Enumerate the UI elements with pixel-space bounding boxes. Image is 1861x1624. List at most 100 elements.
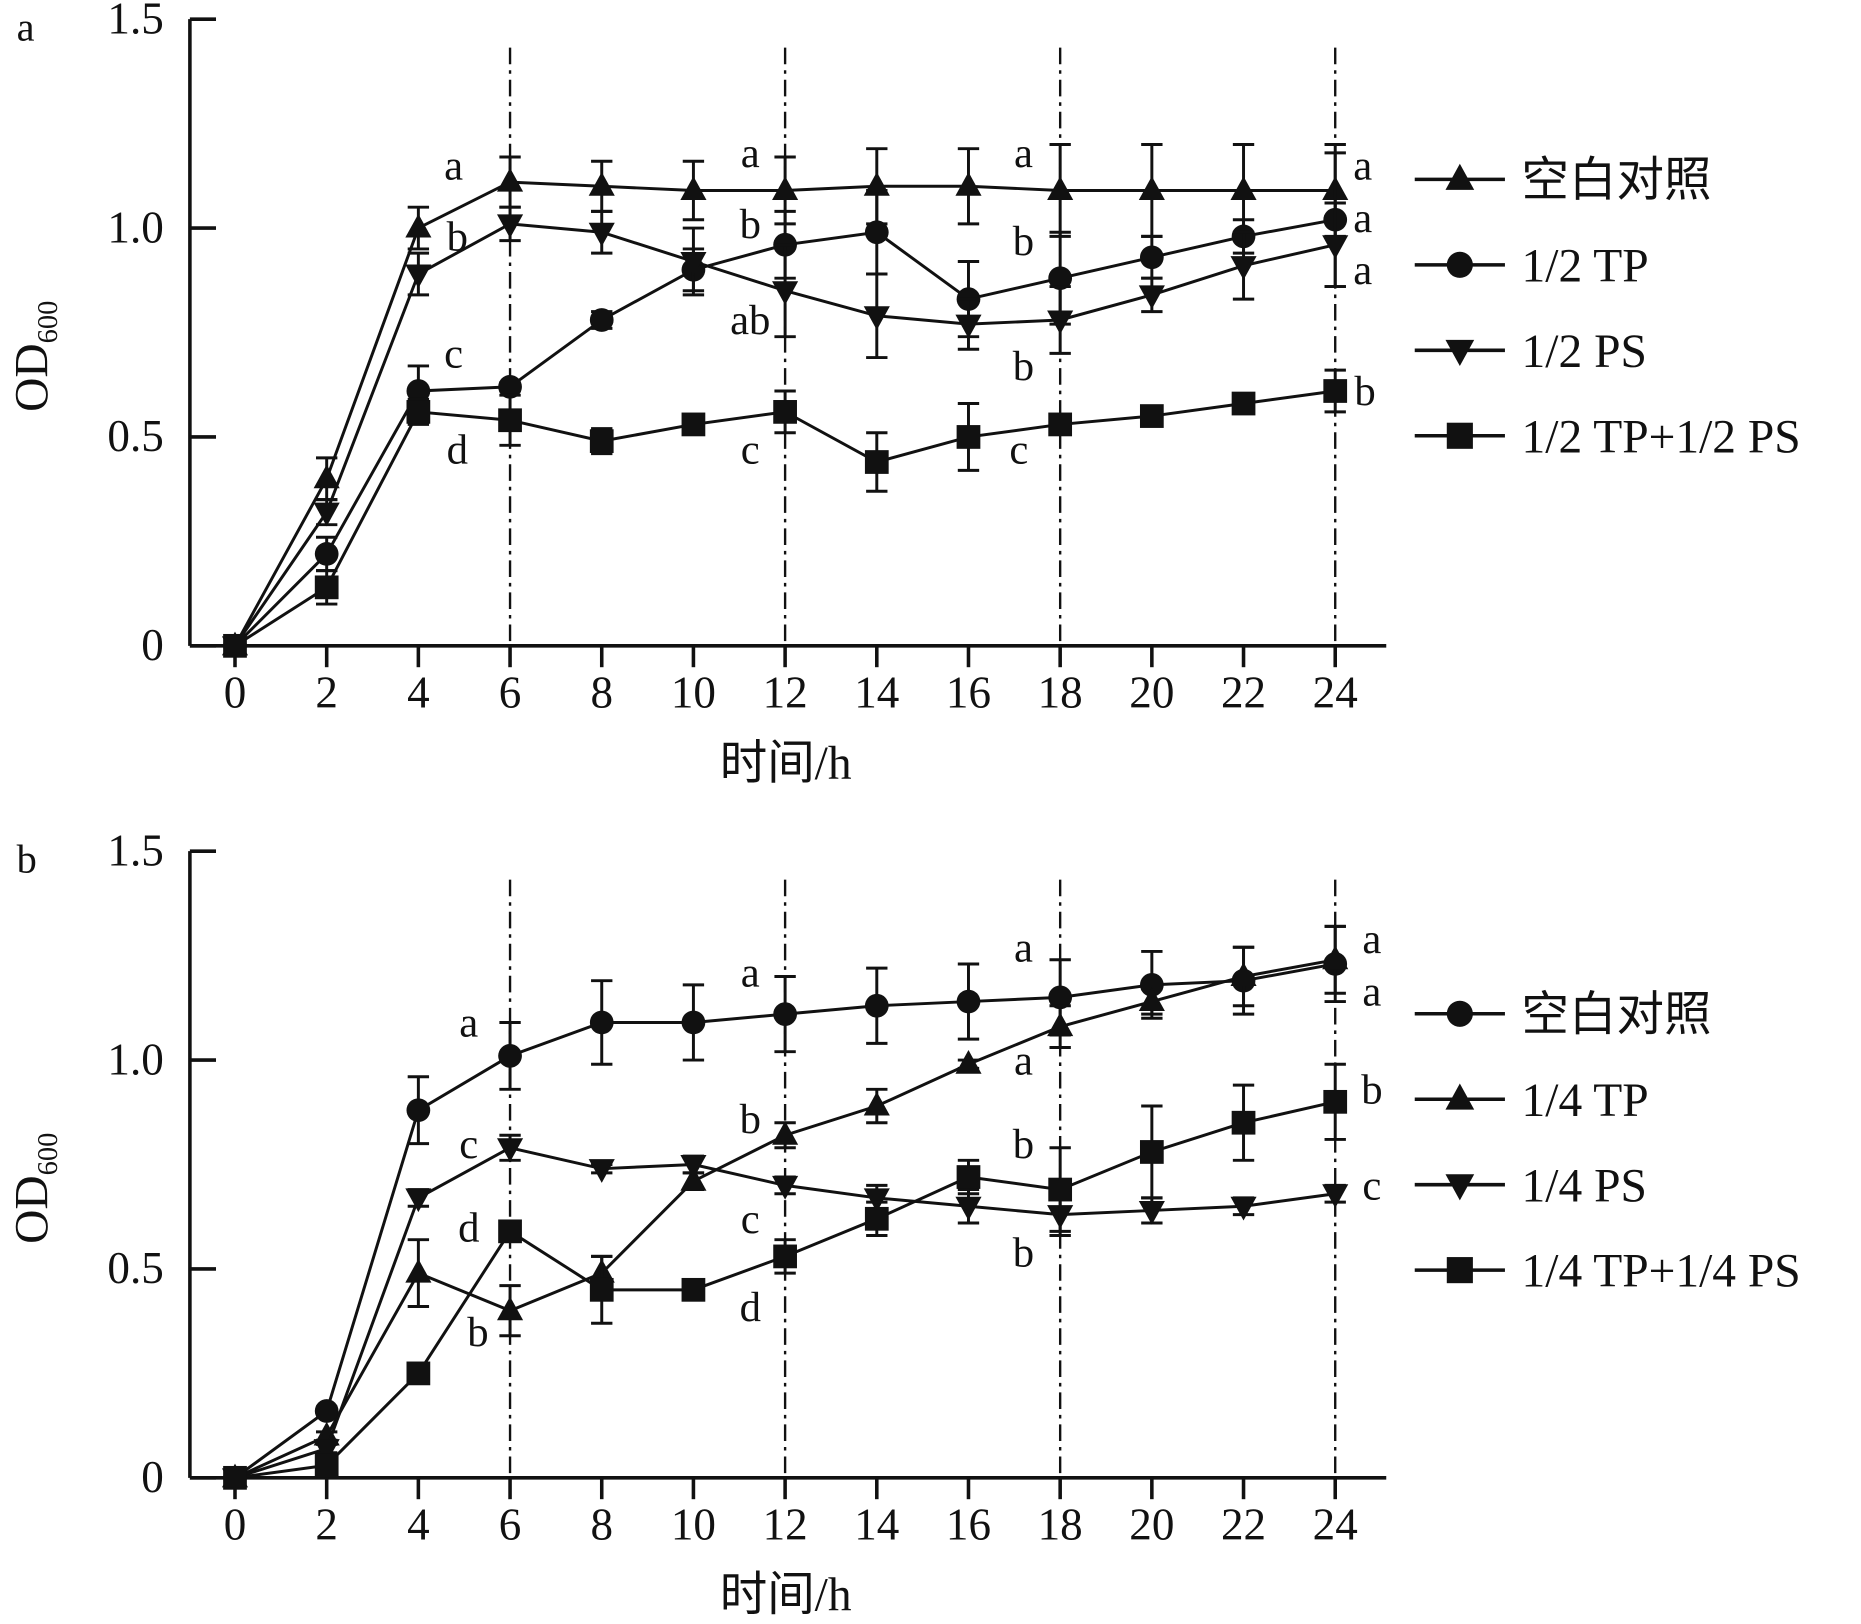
x-tick-label: 20 (1129, 668, 1174, 718)
y-axis-label-subscript: 600 (33, 1133, 64, 1176)
significance-letter: ab (730, 297, 770, 344)
legend-marker-triangle-up-icon (1445, 1083, 1475, 1110)
significance-letter: a (1353, 247, 1372, 294)
x-tick-label: 2 (315, 668, 338, 718)
y-tick-label: 0 (141, 620, 164, 670)
legend-entry: 1/2 TP (1414, 240, 1649, 292)
data-point (864, 1206, 889, 1231)
data-point (772, 1175, 799, 1200)
x-tick-label: 2 (315, 1500, 338, 1550)
significance-letter: a (1362, 916, 1381, 963)
chart-panel-b: b00.51.01.50 2 4 6 8 10 12 14 16 18 20 22 24时间/hOD60… (6, 825, 1800, 1621)
data-point (314, 542, 339, 566)
data-point (498, 1044, 522, 1068)
y-tick-label: 1.5 (107, 825, 163, 875)
data-point (1231, 1110, 1256, 1135)
y-tick-label: 1.0 (107, 202, 163, 252)
data-point (496, 167, 524, 192)
x-tick-label: 0 (224, 1500, 247, 1550)
significance-letter: b (1013, 343, 1034, 390)
data-point (588, 1159, 615, 1183)
legend-marker-circle-icon (1446, 1000, 1473, 1027)
y-axis-label-main: OD (6, 1175, 58, 1244)
legend-label: 1/4 TP (1522, 1075, 1649, 1127)
significance-letter: a (1014, 130, 1033, 177)
data-point (313, 464, 340, 489)
data-point (1139, 404, 1164, 428)
data-point (1138, 987, 1165, 1012)
significance-letter: a (1353, 195, 1372, 242)
data-point (405, 1258, 432, 1283)
data-point (498, 374, 522, 399)
significance-letter: d (740, 1284, 761, 1331)
y-axis-label-main: OD (6, 343, 58, 412)
data-point (1230, 962, 1257, 986)
chart-panel-a: a00.51.01.50 2 4 6 8 10 12 14 16 18 20 22 24时间/hOD60… (6, 0, 1800, 790)
x-tick-label: 14 (854, 668, 899, 718)
significance-letter: a (1014, 1037, 1033, 1084)
x-tick-label: 10 (671, 668, 716, 718)
data-point (1139, 972, 1164, 997)
data-point (1048, 266, 1073, 291)
data-point (772, 281, 799, 305)
legend-label: 空白对照 (1522, 155, 1712, 207)
data-point (1048, 985, 1073, 1010)
data-point (406, 400, 431, 424)
significance-letter: a (459, 1000, 478, 1047)
data-point (406, 379, 431, 403)
x-axis-label: 时间/h (720, 738, 852, 790)
legend-entry: 1/4 PS (1414, 1160, 1647, 1212)
panel-label: a (17, 5, 35, 50)
significance-letter: a (444, 143, 463, 190)
y-axis-label: OD600 (6, 1133, 63, 1244)
data-point (1047, 176, 1074, 200)
data-point (680, 1166, 707, 1191)
data-point (1231, 391, 1256, 416)
x-tick-label: 6 (499, 668, 522, 718)
data-point (1047, 310, 1074, 335)
data-point (1139, 1140, 1164, 1164)
significance-letter: c (1362, 1163, 1381, 1210)
data-point (498, 1219, 522, 1244)
significance-letter: b (1013, 1121, 1034, 1168)
y-tick-label: 1.5 (107, 0, 163, 43)
data-point (223, 633, 247, 658)
data-point (1048, 412, 1073, 437)
data-point (955, 172, 982, 196)
data-point (955, 1049, 982, 1074)
data-point (1138, 285, 1165, 310)
significance-letter: b (1354, 368, 1375, 415)
data-point (863, 1188, 890, 1213)
data-point (589, 429, 614, 453)
x-tick-label: 20 (1129, 1500, 1174, 1550)
data-point (680, 251, 707, 276)
data-point (588, 172, 615, 196)
data-point (955, 1196, 982, 1221)
x-tick-label: 4 (407, 668, 430, 718)
x-tick-label: 24 (1313, 668, 1358, 718)
data-point (1230, 176, 1257, 200)
x-tick-label: 4 (407, 1500, 430, 1550)
significance-letter: b (740, 1096, 761, 1143)
data-point (1323, 1089, 1348, 1114)
x-tick-label: 22 (1221, 1500, 1266, 1550)
x-tick-label: 16 (946, 668, 991, 718)
legend-label: 1/4 PS (1522, 1160, 1647, 1212)
data-point (773, 1002, 797, 1026)
legend-entry: 1/4 TP (1414, 1075, 1649, 1127)
data-point (864, 220, 889, 245)
legend-marker-triangle-down-icon (1445, 339, 1475, 366)
data-point (681, 412, 706, 437)
significance-letter: c (459, 1121, 478, 1168)
legend-entry: 1/2 TP+1/2 PS (1414, 411, 1801, 463)
data-point (1048, 1177, 1073, 1202)
series-3 (221, 201, 1349, 661)
significance-letter: c (1009, 427, 1028, 474)
legend-marker-triangle-up-icon (1445, 163, 1475, 190)
data-point (956, 1165, 981, 1189)
data-point (772, 1121, 799, 1145)
data-point (681, 1010, 706, 1035)
significance-letter: b (740, 201, 761, 248)
significance-letter: d (458, 1204, 479, 1251)
data-point (406, 1098, 431, 1123)
